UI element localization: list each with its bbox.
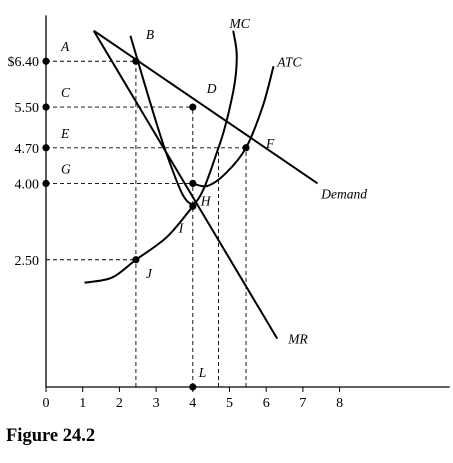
demand-line <box>93 29 319 185</box>
y-tick-label: 5.50 <box>15 101 40 116</box>
x-tick-label: 7 <box>299 396 306 411</box>
y-tick-label: 2.50 <box>15 254 40 269</box>
curves <box>84 29 319 340</box>
demand-label: Demand <box>320 187 367 202</box>
point-label: A <box>60 39 70 54</box>
labels: 0 1 2 3 4 5 6 7 8 $6.40 A 5.50 C 4.70 E 4.00 G 2.50 Demand… <box>8 16 368 411</box>
point-label: J <box>146 266 153 281</box>
point-b-marker <box>132 57 140 65</box>
point-label: I <box>178 220 185 235</box>
mr-label: MR <box>287 332 308 347</box>
x-tick-label: 4 <box>189 396 196 411</box>
point-label: D <box>206 81 217 96</box>
y-tick-label: $6.40 <box>8 55 40 70</box>
point-e-marker <box>42 144 50 152</box>
point-label: B <box>146 27 154 42</box>
x-tick-label: 0 <box>43 396 50 411</box>
point-label: L <box>198 365 207 380</box>
point-label: F <box>265 136 275 151</box>
point-label: E <box>60 126 70 141</box>
point-a-marker <box>42 57 50 65</box>
point-l-marker <box>189 383 197 391</box>
x-tick-label: 2 <box>116 396 123 411</box>
x-tick-label: 3 <box>153 396 160 411</box>
x-tick-label: 8 <box>336 396 343 411</box>
mc-curve <box>129 30 238 205</box>
points <box>42 57 250 391</box>
atc-label: ATC <box>276 54 302 69</box>
mc-label: MC <box>229 16 251 31</box>
point-c-marker <box>42 103 50 111</box>
y-tick-label: 4.00 <box>15 177 40 192</box>
point-d-marker <box>189 103 197 111</box>
point-label: H <box>200 193 212 208</box>
x-tick-label: 6 <box>263 396 270 411</box>
point-label: G <box>61 161 71 176</box>
mr-line <box>92 30 279 340</box>
point-g-marker <box>42 179 50 187</box>
mc-lower-curve <box>84 205 194 284</box>
point-label: C <box>61 85 71 100</box>
dashed-guides <box>46 60 247 387</box>
point-f-marker <box>242 144 250 152</box>
y-tick-label: 4.70 <box>15 142 40 157</box>
axes <box>45 15 450 392</box>
x-tick-label: 5 <box>226 396 233 411</box>
atc-curve <box>192 66 275 188</box>
x-tick-label: 1 <box>79 396 86 411</box>
point-i-marker <box>189 202 197 210</box>
point-j-marker <box>132 256 140 264</box>
figure-caption: Figure 24.2 <box>6 426 96 446</box>
point-h-marker <box>189 179 197 187</box>
